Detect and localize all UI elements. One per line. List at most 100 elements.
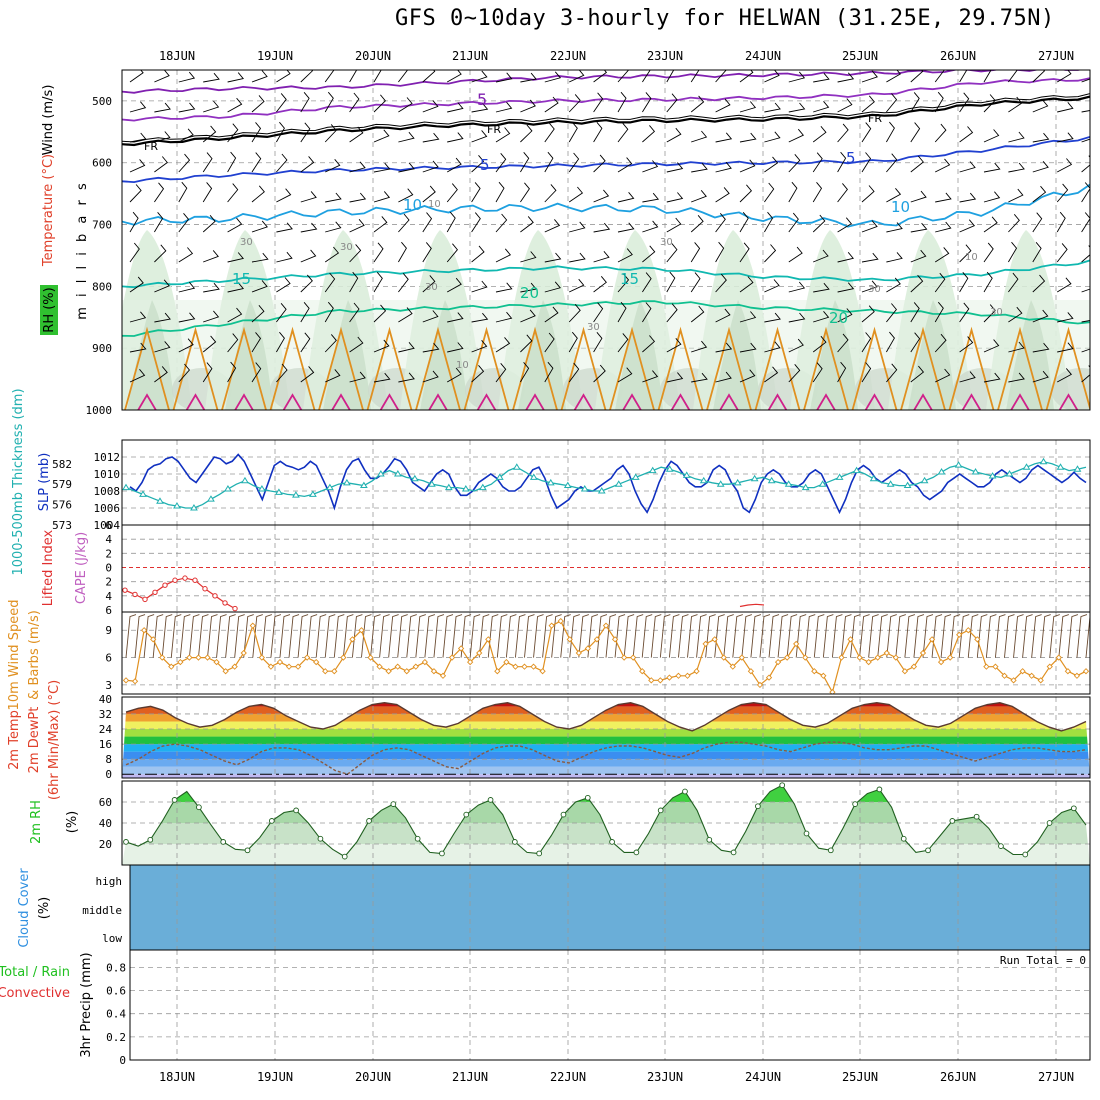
wind-barb <box>447 312 464 323</box>
isotherm--10 <box>122 70 1083 94</box>
rh-band <box>122 823 1090 844</box>
rh2m-point <box>293 807 299 814</box>
wind-barb <box>1081 138 1090 143</box>
date-label-top: 23JUN <box>647 49 683 63</box>
wind10m-barb <box>750 614 762 658</box>
wind10m-point <box>249 622 256 629</box>
wind10m-point <box>322 668 329 675</box>
wind10m-barb <box>505 614 517 658</box>
wind-barb <box>300 92 310 113</box>
wind-barb <box>886 93 898 113</box>
wind-barb <box>666 192 684 203</box>
wind-barb <box>837 123 849 143</box>
wind-barb <box>544 151 554 173</box>
wind-barb <box>959 161 976 173</box>
wind10m-barb <box>841 614 852 658</box>
wind-barb <box>813 311 830 323</box>
wind10m-point <box>983 663 990 670</box>
wind-label: Wind (m/s) <box>41 85 56 156</box>
wind-barb <box>886 222 903 233</box>
wind-barb <box>690 305 705 323</box>
wind-barb <box>373 191 391 203</box>
wind-barb <box>593 92 604 113</box>
wind10m-point <box>276 658 284 666</box>
wind-barb <box>666 243 678 263</box>
wind-barb <box>837 183 848 203</box>
wind-barb <box>715 98 731 113</box>
wind10m-point <box>620 654 628 661</box>
wind-barb <box>1057 312 1074 323</box>
wind10m-point <box>367 654 374 661</box>
thickness-point <box>988 472 997 479</box>
wind10m-point <box>838 654 845 661</box>
wind-barb <box>154 244 167 263</box>
wind-barb <box>422 185 436 203</box>
contour-label: 15 <box>232 270 251 288</box>
thickness-tick: 579 <box>52 478 72 491</box>
wind-barb <box>983 271 993 293</box>
rh-band <box>122 844 1090 865</box>
wind-barb <box>227 307 243 323</box>
thickness-point <box>869 474 878 482</box>
wind10m-point <box>412 663 419 670</box>
wind-barb <box>715 342 733 353</box>
wind10m-point <box>1019 668 1026 675</box>
li-series-line <box>124 577 236 610</box>
slp-tick: 1012 <box>94 451 121 464</box>
wind10m-point <box>539 668 546 675</box>
temp-band <box>122 721 1090 730</box>
wind-barb <box>983 70 992 83</box>
date-label-bottom: 21JUN <box>452 1070 488 1084</box>
date-label-top: 22JUN <box>550 49 586 63</box>
wind-barb <box>861 220 878 233</box>
wind10m-point <box>1046 663 1053 670</box>
rh-shading <box>122 70 1090 410</box>
wind-barb <box>300 274 313 293</box>
wind10m-point <box>783 654 791 661</box>
wind-barb <box>471 70 488 83</box>
wind-barb <box>788 281 806 293</box>
wind10m-point <box>874 654 881 661</box>
wind-barb <box>520 182 530 203</box>
wind-barb <box>837 217 852 233</box>
wind-barb <box>446 277 462 293</box>
wind-barb <box>251 220 268 233</box>
date-label-bottom: 22JUN <box>550 1070 586 1084</box>
wind10m-point <box>901 668 909 675</box>
wind-barb <box>276 121 285 143</box>
isotherm-0 <box>122 95 1090 147</box>
temp2m-series-line <box>125 701 1087 732</box>
wind10m-point <box>928 636 936 643</box>
wind-barb <box>276 153 288 173</box>
contour-label: 30 <box>340 242 353 253</box>
wind10m-barb <box>234 614 245 658</box>
wind-barb <box>446 367 462 383</box>
wind-barb <box>398 342 415 353</box>
wind-barb <box>764 131 781 143</box>
wind-barb <box>812 214 826 233</box>
wind-barb <box>471 312 489 323</box>
wind-barb <box>959 126 974 143</box>
wind-barb <box>666 127 682 143</box>
wind10m-barb <box>976 614 988 658</box>
wind-barb <box>129 211 139 233</box>
wind10m-barb <box>632 614 644 658</box>
wind-barb <box>788 312 806 323</box>
wind10m-barb <box>668 614 680 658</box>
wind-barb <box>715 187 730 203</box>
rh2m-point <box>706 836 713 843</box>
wind10m-point <box>394 663 401 670</box>
wind-barb <box>544 96 559 113</box>
wind-barb <box>471 245 485 263</box>
wind10m-point <box>521 663 528 670</box>
rh2m-point <box>147 836 154 843</box>
isotherm--5 <box>122 77 1090 122</box>
wind10m-barb <box>1013 614 1024 658</box>
wind-barb <box>300 332 311 353</box>
wind10m-barb <box>687 614 698 658</box>
wind-barb <box>251 185 265 203</box>
rh2m-unit: (%) <box>65 811 80 834</box>
thickness-point <box>241 476 249 484</box>
wind10m-point <box>285 663 293 670</box>
wind-barb <box>471 212 481 233</box>
